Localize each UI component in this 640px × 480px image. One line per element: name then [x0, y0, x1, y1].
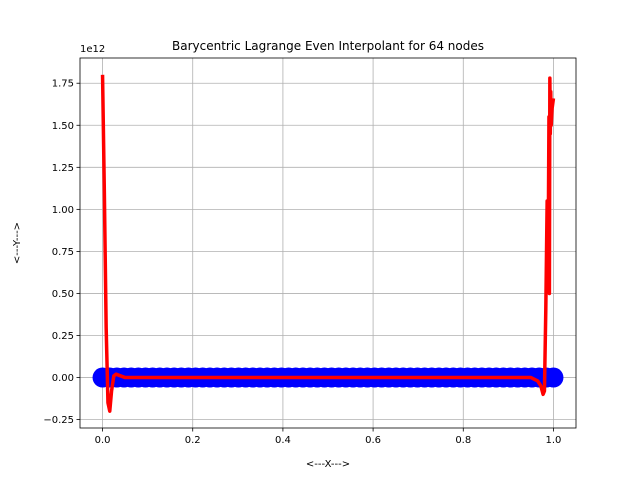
y-tick-label: 0.75 — [52, 247, 74, 258]
plot-area — [80, 58, 576, 428]
x-tick-label: 0.2 — [185, 435, 201, 446]
x-tick-label: 0.0 — [95, 435, 111, 446]
y-tick-label: 0.00 — [52, 373, 74, 384]
y-tick-label: 1.75 — [52, 79, 74, 90]
y-axis-ticks: −0.25 0.00 0.25 0.50 0.75 1.00 1.25 1.50 1.75 — [43, 79, 80, 426]
y-offset-label: 1e12 — [80, 44, 105, 55]
interpolant-layer — [100, 74, 556, 413]
chart-title: Barycentric Lagrange Even Interpolant fo… — [172, 39, 484, 53]
x-tick-label: 0.6 — [365, 435, 381, 446]
y-tick-label: 0.25 — [52, 331, 74, 342]
node-point — [543, 367, 564, 388]
plot-frame — [79, 57, 577, 429]
x-tick-label: 0.4 — [275, 435, 291, 446]
interpolant-line — [100, 74, 556, 413]
y-tick-label: 1.00 — [52, 205, 74, 216]
y-tick-label: −0.25 — [43, 415, 74, 426]
y-tick-label: 0.50 — [52, 289, 74, 300]
x-tick-label: 1.0 — [546, 435, 562, 446]
x-axis-ticks: 0.0 0.2 0.4 0.6 0.8 1.0 — [95, 428, 562, 446]
x-tick-label: 0.8 — [455, 435, 471, 446]
y-tick-label: 1.50 — [52, 121, 74, 132]
y-tick-label: 1.25 — [52, 163, 74, 174]
x-axis-label: <---X---> — [306, 459, 350, 470]
y-axis-label: <---Y---> — [12, 222, 23, 264]
